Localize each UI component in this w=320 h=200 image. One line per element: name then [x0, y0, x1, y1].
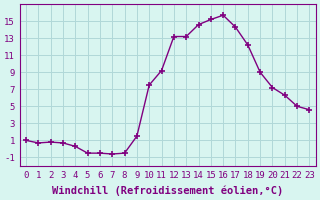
X-axis label: Windchill (Refroidissement éolien,°C): Windchill (Refroidissement éolien,°C)	[52, 185, 283, 196]
